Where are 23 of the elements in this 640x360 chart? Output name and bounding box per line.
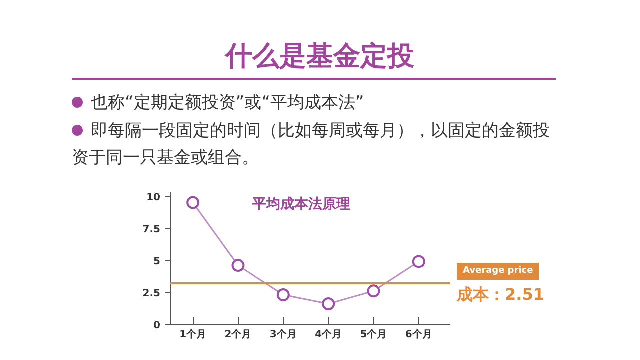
x-tick-label: 5个月	[360, 328, 388, 340]
text: 即每隔一段固定的时间（比如每周或每月），以固定的金额投资于同一只基金或组合。	[72, 121, 550, 168]
y-tick-label: 0	[154, 320, 161, 332]
point	[186, 196, 200, 210]
point	[367, 284, 380, 298]
ref-line-label: Average price	[457, 263, 540, 280]
y-tick-label: 5	[154, 256, 161, 268]
x-tick-label: 1个月	[180, 328, 207, 340]
x-tick-label: 3个月	[270, 328, 297, 340]
chart-title: 平均成本法原理	[251, 196, 350, 212]
y-tick-label: 7.5	[142, 224, 161, 236]
y-tick-label: 2.5	[142, 288, 161, 300]
point	[412, 255, 426, 268]
text: 成本：2.51	[457, 284, 544, 306]
x-tick-label: 2个月	[224, 328, 252, 340]
text: 也称“定期定额投资”或“平均成本法”	[91, 93, 364, 113]
x-tick-label: 6个月	[405, 328, 432, 340]
y-tick-label: 10	[146, 192, 161, 204]
x-tick-label: 4个月	[315, 328, 342, 340]
point	[322, 298, 336, 310]
text: 什么是基金定投	[224, 40, 416, 74]
point	[276, 288, 290, 302]
point	[232, 259, 245, 272]
